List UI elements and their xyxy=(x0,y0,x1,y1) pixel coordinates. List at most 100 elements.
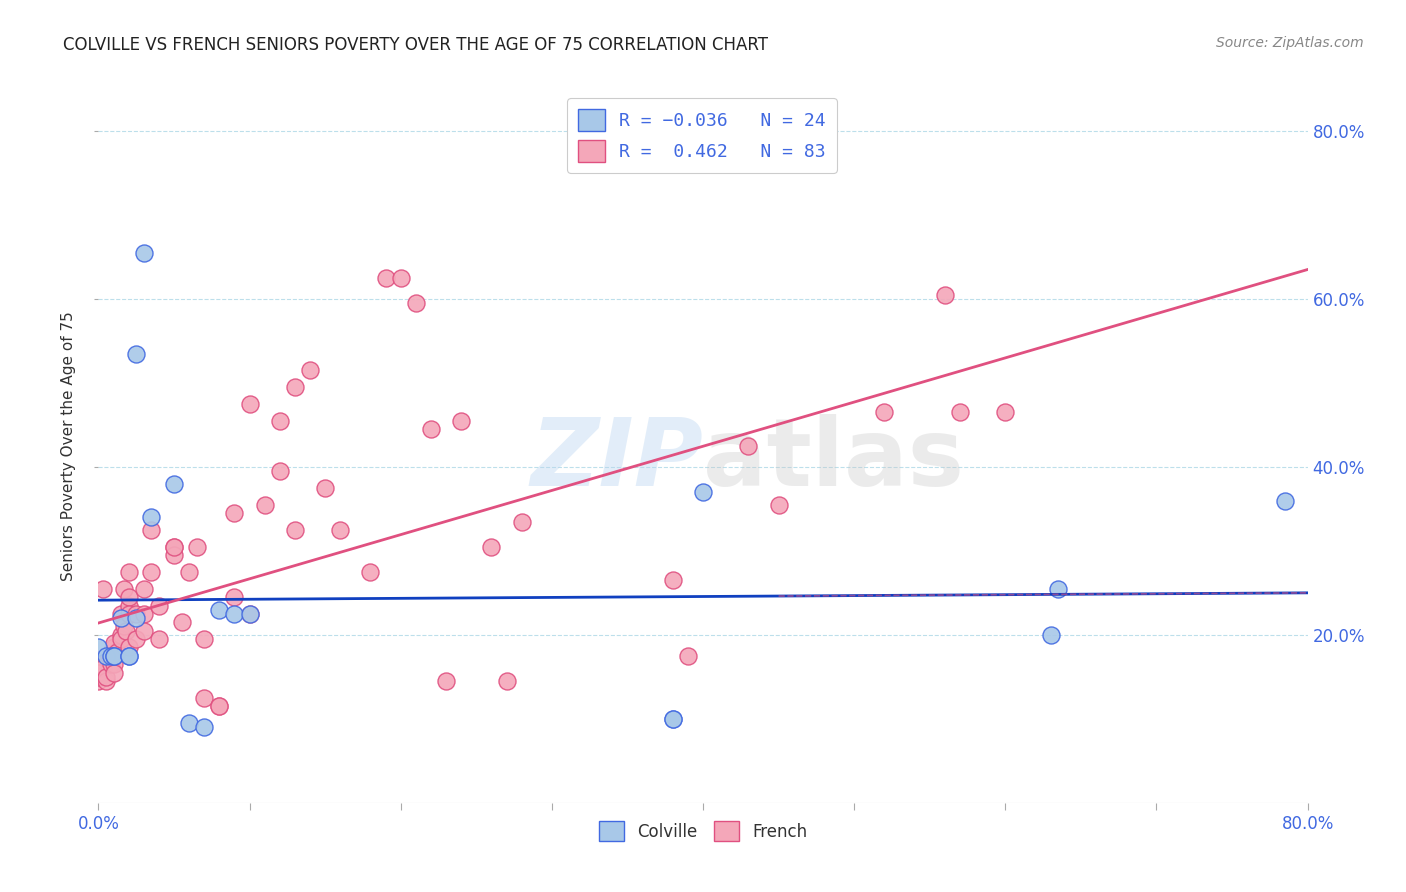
Point xyxy=(661,712,683,726)
Text: ZIP: ZIP xyxy=(530,414,703,507)
Point xyxy=(676,648,699,663)
Point xyxy=(208,699,231,714)
Point xyxy=(141,510,163,524)
Point xyxy=(224,590,246,604)
Text: Source: ZipAtlas.com: Source: ZipAtlas.com xyxy=(1216,36,1364,50)
Text: atlas: atlas xyxy=(703,414,965,507)
Point xyxy=(269,414,291,428)
Point xyxy=(405,296,427,310)
Point xyxy=(420,422,443,436)
Point xyxy=(118,590,141,604)
Point xyxy=(284,523,307,537)
Point xyxy=(114,624,136,638)
Point xyxy=(103,665,125,680)
Point xyxy=(329,523,352,537)
Point xyxy=(118,565,141,579)
Point xyxy=(110,607,132,621)
Point xyxy=(193,632,215,646)
Point xyxy=(87,640,110,655)
Point xyxy=(103,640,125,655)
Point xyxy=(374,271,396,285)
Point xyxy=(125,607,148,621)
Point xyxy=(299,363,322,377)
Point xyxy=(148,599,170,613)
Point xyxy=(163,540,186,554)
Point xyxy=(163,540,186,554)
Point xyxy=(94,674,117,689)
Point xyxy=(103,657,125,672)
Text: COLVILLE VS FRENCH SENIORS POVERTY OVER THE AGE OF 75 CORRELATION CHART: COLVILLE VS FRENCH SENIORS POVERTY OVER … xyxy=(63,36,768,54)
Point xyxy=(87,665,110,680)
Point xyxy=(103,648,125,663)
Point xyxy=(118,640,141,655)
Point xyxy=(87,670,110,684)
Point xyxy=(100,657,122,672)
Point xyxy=(284,380,307,394)
Point xyxy=(239,607,262,621)
Point xyxy=(87,661,110,675)
Point xyxy=(179,716,201,731)
Point xyxy=(105,645,128,659)
Point xyxy=(110,611,132,625)
Point xyxy=(141,523,163,537)
Point xyxy=(125,346,148,360)
Point xyxy=(118,648,141,663)
Point xyxy=(481,540,503,554)
Point xyxy=(141,565,163,579)
Point xyxy=(239,607,262,621)
Point xyxy=(125,611,148,625)
Point xyxy=(224,607,246,621)
Point xyxy=(118,648,141,663)
Point xyxy=(98,648,121,663)
Point xyxy=(768,498,790,512)
Point xyxy=(170,615,193,630)
Point xyxy=(389,271,412,285)
Y-axis label: Seniors Poverty Over the Age of 75: Seniors Poverty Over the Age of 75 xyxy=(60,311,76,581)
Point xyxy=(179,565,201,579)
Point xyxy=(661,574,683,588)
Legend: Colville, French: Colville, French xyxy=(592,814,814,848)
Point xyxy=(450,414,472,428)
Point xyxy=(118,607,141,621)
Point xyxy=(87,653,110,667)
Point xyxy=(112,582,135,596)
Point xyxy=(737,439,759,453)
Point xyxy=(1039,628,1062,642)
Point xyxy=(193,690,215,705)
Point xyxy=(163,548,186,562)
Point xyxy=(148,632,170,646)
Point xyxy=(87,661,110,675)
Point xyxy=(224,506,246,520)
Point xyxy=(692,485,714,500)
Point xyxy=(208,603,231,617)
Point xyxy=(94,648,117,663)
Point xyxy=(661,712,683,726)
Point xyxy=(1274,493,1296,508)
Point xyxy=(934,288,956,302)
Point xyxy=(186,540,208,554)
Point xyxy=(239,397,262,411)
Point xyxy=(208,699,231,714)
Point xyxy=(1047,582,1070,596)
Point xyxy=(495,674,517,689)
Point xyxy=(314,481,336,495)
Point xyxy=(87,665,110,680)
Point xyxy=(103,648,125,663)
Point xyxy=(110,632,132,646)
Point xyxy=(994,405,1017,419)
Point xyxy=(103,648,125,663)
Point xyxy=(193,720,215,734)
Point xyxy=(132,624,155,638)
Point xyxy=(360,565,382,579)
Point xyxy=(110,628,132,642)
Point xyxy=(98,648,121,663)
Point xyxy=(253,498,276,512)
Point xyxy=(132,607,155,621)
Point xyxy=(949,405,972,419)
Point xyxy=(163,476,186,491)
Point xyxy=(873,405,896,419)
Point xyxy=(100,648,122,663)
Point xyxy=(132,582,155,596)
Point xyxy=(87,653,110,667)
Point xyxy=(269,464,291,478)
